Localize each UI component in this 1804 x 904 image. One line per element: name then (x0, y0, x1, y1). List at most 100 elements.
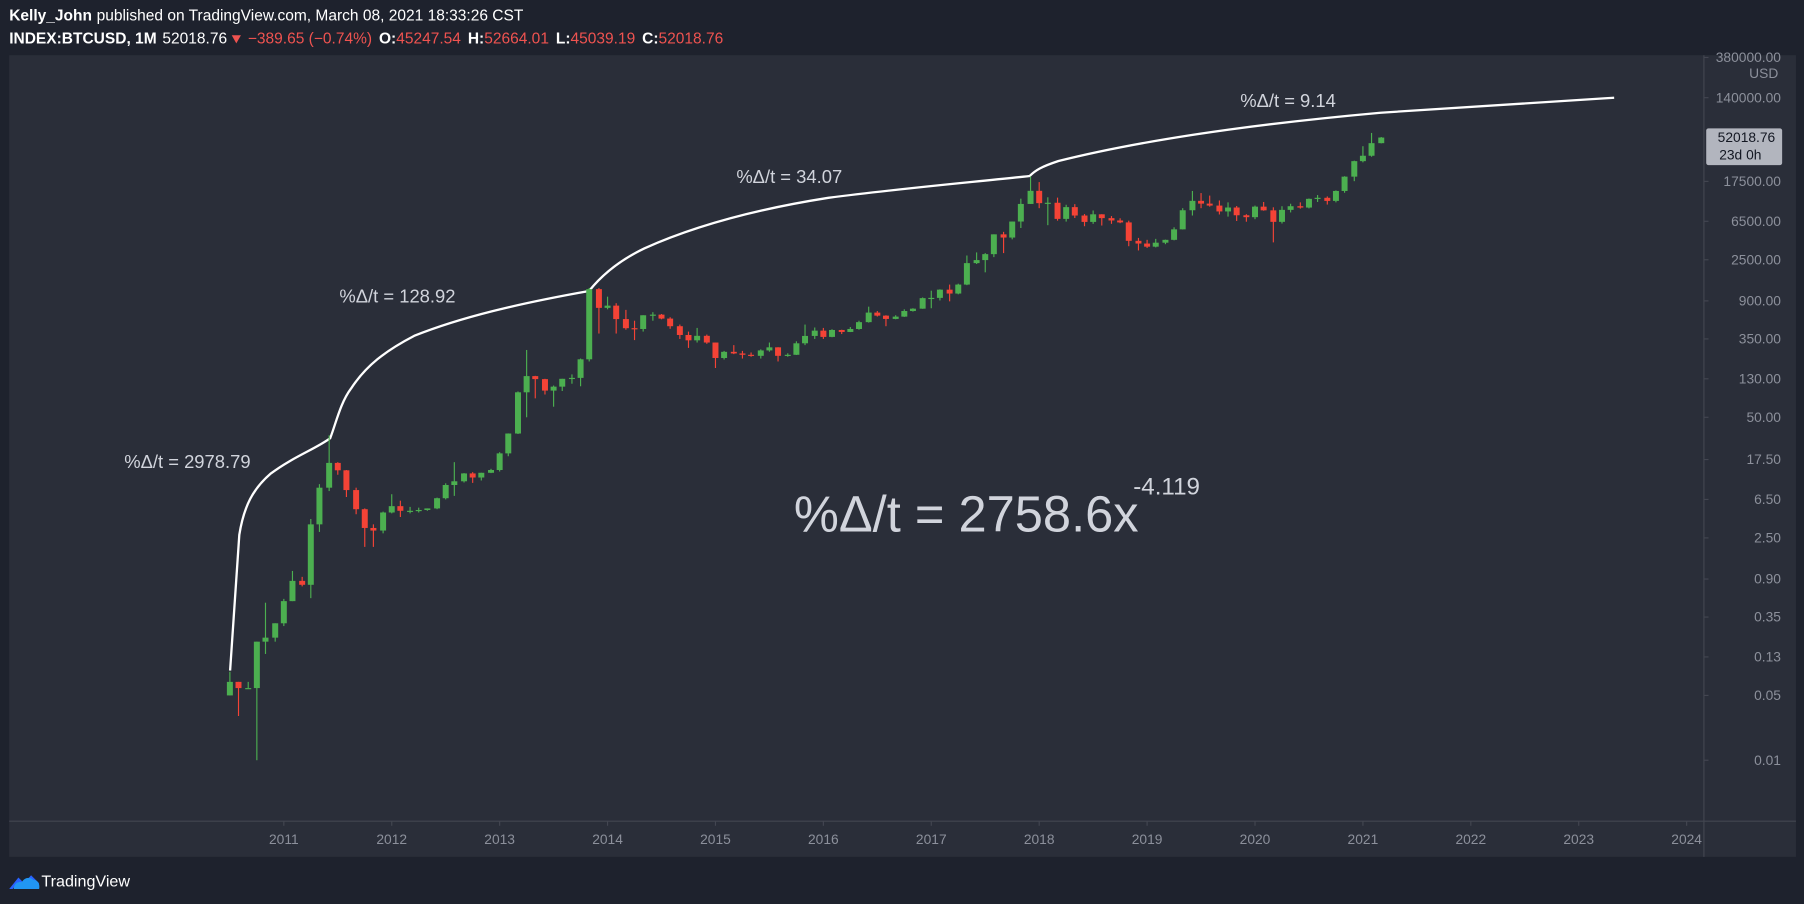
candle-body (1324, 197, 1331, 201)
last-price: 52018.76 (162, 31, 227, 48)
candle-body (550, 386, 557, 391)
candle-body (334, 462, 341, 471)
candle-body (694, 335, 701, 341)
candle-body (1260, 206, 1267, 211)
down-arrow (231, 35, 241, 44)
candle-body (1332, 190, 1339, 201)
candle-body (1000, 234, 1007, 238)
x-tick-label: 2017 (916, 832, 947, 847)
candle-body (577, 359, 584, 378)
low-value: 45039.19 (571, 31, 636, 48)
candle-body (478, 472, 485, 478)
candle-body (532, 376, 539, 380)
candle-body (1216, 205, 1223, 212)
price-countdown: 23d 0h (1719, 147, 1761, 162)
formula: %Δ/t = 2758.6x (794, 485, 1139, 542)
candle-body (793, 343, 800, 355)
candle-body (874, 312, 881, 316)
candle-body (1017, 203, 1024, 222)
candle-body (1198, 200, 1205, 204)
y-tick-label: 380000.00 (1716, 50, 1782, 65)
candle-body (388, 506, 395, 513)
header-line-1: Kelly_John published on TradingView.com, … (9, 8, 524, 25)
candle-body (1189, 200, 1196, 211)
candle-body (811, 330, 818, 336)
y-tick-label: 140000.00 (1716, 90, 1782, 105)
trend-curve (228, 96, 1615, 671)
candle-body (1135, 240, 1142, 244)
candle-body (1125, 222, 1132, 241)
logo: TradingView (9, 873, 130, 891)
x-tick-label: 2019 (1132, 832, 1163, 847)
candle-body (1090, 214, 1097, 222)
candle-body (353, 490, 360, 510)
y-tick-label: 0.13 (1754, 650, 1781, 665)
x-tick-label: 2016 (808, 832, 839, 847)
candle-body (748, 354, 755, 356)
candle-body (370, 527, 377, 531)
candle-body (1206, 203, 1213, 206)
open-value: 45247.54 (396, 31, 461, 48)
candle-body (1036, 190, 1043, 204)
candle-body (990, 234, 997, 255)
x-tick-label: 2011 (269, 832, 299, 847)
y-tick-label: 130.00 (1739, 371, 1782, 386)
candles (226, 132, 1385, 761)
candle-body (649, 314, 656, 316)
x-tick-label: 2022 (1455, 832, 1486, 847)
y-tick-label: 0.35 (1754, 610, 1781, 625)
candle-body (946, 289, 953, 294)
candle-body (676, 326, 683, 335)
candle-body (380, 512, 387, 531)
candle-body (1243, 215, 1250, 218)
candle-body (469, 473, 476, 478)
candle-body (955, 284, 962, 294)
candle-body (712, 342, 719, 358)
candle-body (973, 260, 980, 264)
candle-body (496, 453, 503, 470)
author: Kelly_John (9, 8, 92, 25)
candle-body (739, 353, 746, 355)
candle-body (307, 524, 314, 585)
candle-body (1144, 243, 1151, 247)
candle-body (784, 354, 791, 356)
price-label: 52018.76 (1718, 130, 1776, 145)
candle-body (1233, 207, 1240, 216)
candle-body (757, 350, 764, 356)
candle-body (658, 314, 665, 319)
candle-body (424, 508, 431, 510)
close-value: 52018.76 (659, 31, 724, 48)
candle-body (1378, 137, 1385, 144)
formula-exponent: -4.119 (1133, 474, 1200, 501)
candle-body (766, 347, 773, 351)
candle-body (613, 305, 620, 320)
candle-body (559, 378, 566, 387)
candle-body (299, 580, 306, 585)
candle-body (1252, 206, 1258, 218)
candle-body (415, 509, 422, 512)
candle-body (721, 351, 728, 358)
candle-body (1098, 214, 1105, 219)
x-tick-label: 2013 (484, 832, 515, 847)
candle-body (1071, 207, 1078, 216)
chart-panel (9, 55, 1796, 857)
candle-body (488, 469, 495, 473)
open-label: O: (379, 31, 396, 48)
candle-body (1063, 207, 1070, 219)
candle-body (1081, 215, 1088, 222)
candle-body (1179, 210, 1186, 230)
candle-body (1044, 202, 1051, 204)
y-tick-label: 17500.00 (1723, 174, 1781, 189)
candle-body (316, 487, 323, 525)
candle-body (515, 392, 521, 434)
candle-body (262, 637, 269, 642)
candle-body (361, 509, 368, 528)
candle-body (847, 328, 854, 332)
candle-body (802, 335, 809, 344)
brand: TradingView (41, 873, 130, 891)
candle-body (1054, 202, 1061, 219)
candle-body (936, 289, 943, 298)
candle-body (541, 379, 548, 391)
y-tick-label: 2.50 (1754, 531, 1781, 546)
